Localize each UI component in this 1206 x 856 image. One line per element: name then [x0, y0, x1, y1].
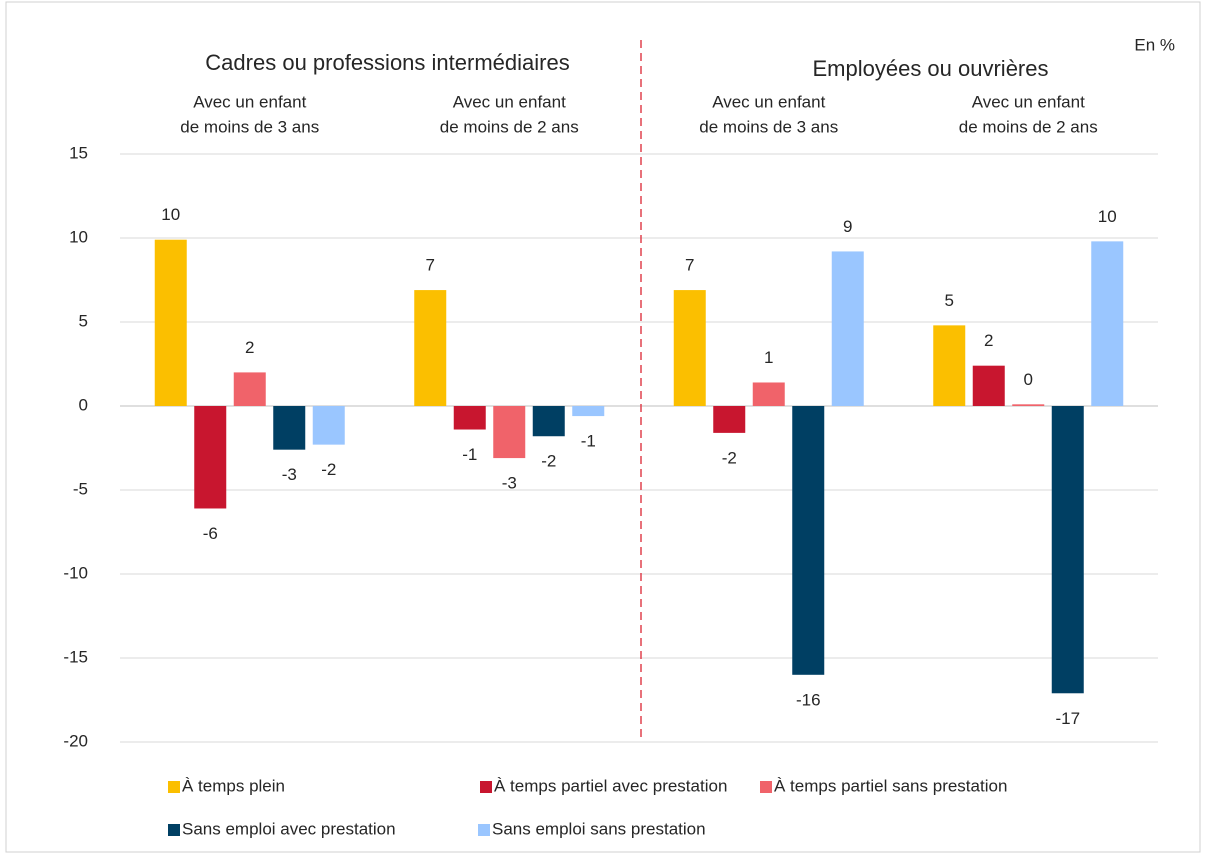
bar — [673, 290, 706, 406]
bar — [713, 406, 746, 433]
legend-swatch — [480, 781, 492, 793]
bar — [312, 406, 345, 445]
unit-label: En % — [1134, 35, 1175, 54]
y-tick-label: 10 — [69, 227, 88, 246]
legend-label: Sans emploi avec prestation — [182, 819, 396, 838]
bar — [194, 406, 227, 509]
legend-swatch — [168, 781, 180, 793]
category-label: Avec un enfant — [712, 92, 825, 111]
bar — [752, 382, 785, 406]
data-label: 0 — [1024, 370, 1033, 389]
bar — [414, 290, 447, 406]
data-label: -17 — [1055, 709, 1080, 728]
bar — [233, 372, 266, 406]
data-label: 10 — [1098, 207, 1117, 226]
data-label: -2 — [321, 460, 336, 479]
group-label: Cadres ou professions intermédiaires — [205, 50, 569, 75]
bar — [572, 406, 605, 417]
data-label: -1 — [581, 432, 596, 451]
legend-swatch — [478, 824, 490, 836]
data-label: -6 — [203, 524, 218, 543]
legend-label: Sans emploi sans prestation — [492, 819, 706, 838]
legend-label: À temps partiel avec prestation — [494, 776, 727, 795]
data-label: 10 — [161, 205, 180, 224]
data-label: 1 — [764, 348, 773, 367]
y-tick-label: 0 — [79, 395, 88, 414]
category-label: de moins de 3 ans — [699, 117, 838, 136]
bar — [933, 325, 966, 406]
data-label: -16 — [796, 690, 821, 709]
data-label: 5 — [945, 291, 954, 310]
category-label: de moins de 2 ans — [959, 117, 1098, 136]
data-label: 7 — [685, 256, 694, 275]
legend-label: À temps partiel sans prestation — [774, 776, 1007, 795]
data-label: -2 — [541, 452, 556, 471]
bar — [1051, 406, 1084, 694]
group-label: Employées ou ouvrières — [812, 56, 1048, 81]
bar — [154, 239, 187, 406]
data-label: -2 — [722, 448, 737, 467]
data-label: 2 — [984, 331, 993, 350]
bar — [493, 406, 526, 459]
bar — [972, 365, 1005, 406]
data-label: -3 — [282, 465, 297, 484]
bar — [453, 406, 486, 430]
data-label: 2 — [245, 338, 254, 357]
legend-swatch — [168, 824, 180, 836]
category-label: Avec un enfant — [972, 92, 1085, 111]
bar — [792, 406, 825, 675]
data-label: 7 — [426, 256, 435, 275]
bar — [273, 406, 306, 450]
y-tick-label: -20 — [63, 731, 88, 750]
bar — [1091, 241, 1124, 406]
y-tick-label: 15 — [69, 143, 88, 162]
category-label: de moins de 2 ans — [440, 117, 579, 136]
data-label: 9 — [843, 217, 852, 236]
y-tick-label: 5 — [79, 311, 88, 330]
y-tick-label: -10 — [63, 563, 88, 582]
legend-label: À temps plein — [182, 776, 285, 795]
y-tick-label: -15 — [63, 647, 88, 666]
data-label: -1 — [462, 445, 477, 464]
y-tick-label: -5 — [73, 479, 88, 498]
bar — [532, 406, 565, 437]
bar — [831, 251, 864, 406]
category-label: Avec un enfant — [193, 92, 306, 111]
category-label: Avec un enfant — [453, 92, 566, 111]
legend-swatch — [760, 781, 772, 793]
data-label: -3 — [502, 474, 517, 493]
bar — [1012, 404, 1045, 406]
category-label: de moins de 3 ans — [180, 117, 319, 136]
